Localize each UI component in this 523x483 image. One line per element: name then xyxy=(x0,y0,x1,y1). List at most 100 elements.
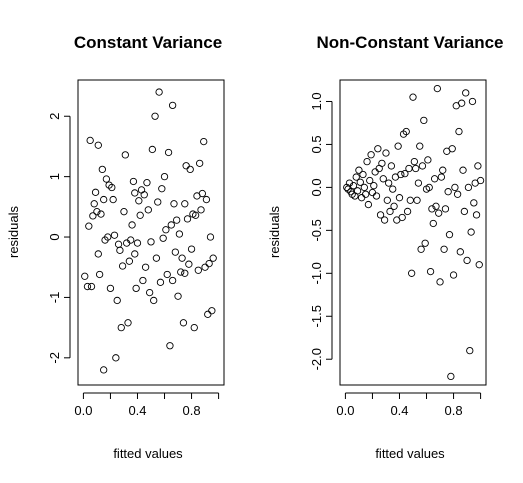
data-point xyxy=(398,213,406,222)
data-point xyxy=(413,196,421,204)
data-point xyxy=(360,183,368,192)
data-point xyxy=(168,101,177,110)
data-point xyxy=(163,270,171,279)
data-point xyxy=(414,179,423,187)
data-point xyxy=(182,162,190,170)
data-point xyxy=(448,145,456,153)
data-point xyxy=(174,292,182,300)
data-point xyxy=(127,236,135,244)
data-point xyxy=(90,200,98,208)
data-point xyxy=(129,177,138,186)
x-tick-label: 0.8 xyxy=(183,403,201,418)
data-point xyxy=(467,228,475,236)
data-point xyxy=(95,270,104,279)
y-tick-label: -1.0 xyxy=(309,262,324,284)
data-point xyxy=(162,226,170,234)
data-point xyxy=(133,239,142,247)
data-point xyxy=(432,202,440,210)
data-point xyxy=(156,278,165,286)
data-point xyxy=(428,205,436,213)
data-point xyxy=(468,97,477,106)
data-point xyxy=(124,319,132,327)
y-tick-label: 2 xyxy=(47,113,62,120)
plot-frame xyxy=(77,79,225,386)
data-point xyxy=(118,262,127,270)
data-point xyxy=(385,179,393,187)
data-point xyxy=(445,230,454,239)
y-axis-label: residuals xyxy=(267,205,282,258)
constant-variance-panel: Constant Variance 0.0 0.4 0.8 -2 -1 0 1 2 fitt… xyxy=(6,33,225,461)
data-point xyxy=(364,200,373,209)
data-point xyxy=(139,276,147,285)
data-point xyxy=(181,269,189,277)
data-point xyxy=(158,185,166,193)
data-point xyxy=(371,168,379,176)
data-point xyxy=(100,366,108,374)
x-tick-label: 0.0 xyxy=(336,403,354,418)
point-series xyxy=(81,88,217,374)
data-point xyxy=(131,250,139,258)
y-tick-label: 1.0 xyxy=(309,92,324,110)
data-point xyxy=(389,185,397,193)
data-point xyxy=(116,246,124,254)
data-point xyxy=(417,245,425,253)
data-point xyxy=(112,354,120,362)
data-point xyxy=(449,271,458,279)
data-point xyxy=(463,256,471,265)
data-point xyxy=(93,208,101,216)
data-point xyxy=(403,207,412,216)
data-point xyxy=(148,145,157,154)
y-axis: -2.0 -1.5 -1.0 -0.5 0.0 0.5 1.0 xyxy=(309,92,333,370)
data-point xyxy=(145,288,154,297)
data-point xyxy=(390,202,398,210)
data-point xyxy=(451,183,459,192)
data-point xyxy=(366,176,374,185)
non-constant-variance-panel: Non-Constant Variance 0.0 0.4 0.8 -2.0 -1.5… xyxy=(267,33,504,461)
data-point xyxy=(83,282,92,291)
y-tick-label: 0.0 xyxy=(309,178,324,196)
data-point xyxy=(191,211,200,219)
data-point xyxy=(476,176,485,185)
data-point xyxy=(444,188,452,196)
x-axis-label: fitted values xyxy=(375,446,445,461)
data-point xyxy=(363,157,371,166)
data-point xyxy=(85,222,93,230)
x-axis: 0.0 0.4 0.8 xyxy=(74,392,220,418)
data-point xyxy=(425,183,433,192)
data-point xyxy=(456,248,464,256)
data-point xyxy=(94,250,102,258)
data-point xyxy=(100,195,108,204)
data-point xyxy=(374,145,382,153)
x-tick-label: 0.8 xyxy=(445,403,463,418)
data-point xyxy=(128,221,136,229)
data-point xyxy=(357,194,366,202)
data-point xyxy=(378,159,386,167)
data-point xyxy=(104,233,112,241)
data-point xyxy=(386,207,394,216)
data-point xyxy=(462,89,470,97)
data-point xyxy=(194,266,202,274)
data-point xyxy=(141,263,150,271)
data-point xyxy=(437,173,446,181)
data-point xyxy=(190,323,198,332)
data-point xyxy=(81,272,89,280)
y-tick-label: -1 xyxy=(47,292,62,304)
data-point xyxy=(89,212,97,220)
data-point xyxy=(376,211,385,219)
point-series xyxy=(343,84,485,381)
data-point xyxy=(209,254,217,262)
data-point xyxy=(175,230,184,238)
data-point xyxy=(120,208,128,216)
data-point xyxy=(345,179,354,187)
data-point xyxy=(410,157,419,166)
data-point xyxy=(167,221,175,229)
plot-frame xyxy=(339,79,487,386)
data-point xyxy=(406,196,414,204)
x-tick-label: 0.4 xyxy=(128,403,146,418)
data-point xyxy=(185,260,193,268)
data-point xyxy=(91,188,100,196)
data-point xyxy=(200,137,208,146)
data-point xyxy=(106,284,115,293)
data-point xyxy=(177,268,185,276)
